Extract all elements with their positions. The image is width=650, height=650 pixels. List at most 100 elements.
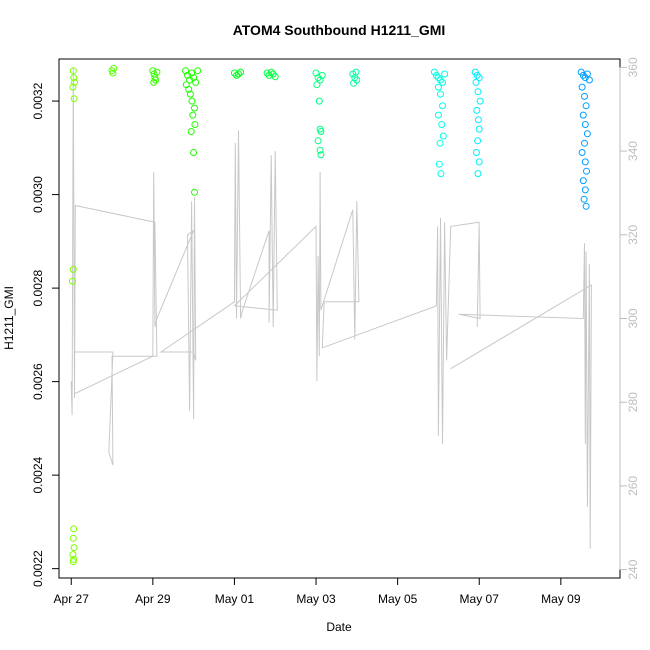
- data-point: [152, 76, 160, 84]
- data-point: [187, 128, 195, 135]
- data-point: [583, 70, 591, 78]
- data-point: [474, 170, 482, 178]
- x-tick-label: Apr 29: [135, 592, 171, 606]
- data-point: [69, 67, 77, 75]
- data-point: [70, 525, 78, 533]
- x-tick-label: May 09: [541, 592, 581, 606]
- data-point: [69, 558, 77, 566]
- y2-tick-label: 300: [626, 308, 640, 328]
- data-point: [188, 69, 196, 77]
- data-point: [581, 121, 589, 128]
- data-point: [314, 137, 322, 145]
- data-point: [583, 167, 590, 175]
- data-point: [578, 83, 586, 91]
- data-point: [432, 71, 440, 79]
- data-point: [317, 128, 325, 135]
- data-point: [190, 149, 198, 156]
- data-point: [437, 90, 444, 98]
- data-point: [439, 102, 446, 110]
- data-point: [352, 68, 360, 76]
- data-point: [191, 121, 199, 128]
- data-point: [271, 73, 279, 81]
- data-point: [69, 534, 77, 542]
- data-point: [579, 177, 587, 185]
- y2-tick-label: 280: [626, 392, 640, 412]
- y-tick-label: 0.0024: [31, 456, 45, 493]
- data-point: [267, 68, 275, 76]
- data-point: [189, 111, 197, 119]
- x-tick-label: May 05: [378, 592, 418, 606]
- x-tick-label: May 03: [296, 592, 336, 606]
- x-tick-label: Apr 27: [54, 592, 90, 606]
- data-point: [191, 188, 198, 196]
- plot-layer: [69, 64, 593, 566]
- data-point: [441, 70, 449, 78]
- data-point: [435, 160, 443, 168]
- data-point: [186, 90, 194, 98]
- data-point: [475, 158, 483, 166]
- data-point: [318, 71, 326, 79]
- data-point: [188, 97, 196, 105]
- data-point: [585, 76, 593, 84]
- data-point: [235, 70, 242, 78]
- data-point: [316, 146, 324, 154]
- data-point: [578, 149, 586, 156]
- data-point: [581, 186, 589, 194]
- data-point: [71, 78, 78, 86]
- data-point: [581, 139, 588, 147]
- y2-tick-label: 260: [626, 476, 640, 496]
- data-point: [186, 76, 194, 84]
- y-tick-label: 0.0028: [31, 269, 45, 306]
- data-point: [182, 67, 189, 75]
- data-point: [315, 97, 323, 105]
- data-point: [436, 139, 444, 147]
- data-point: [472, 149, 480, 156]
- x-tick-label: May 07: [460, 592, 500, 606]
- data-point: [581, 92, 588, 100]
- y2-tick-label: 340: [626, 141, 640, 161]
- data-point: [580, 195, 588, 203]
- data-point: [434, 111, 442, 119]
- data-point: [109, 69, 117, 77]
- y-tick-label: 0.0032: [31, 82, 45, 119]
- axes-layer: Apr 27 Apr 29 May 01 May 03 May 05 May 07 May …: [31, 57, 640, 606]
- data-point: [474, 116, 482, 124]
- data-point: [237, 68, 245, 76]
- data-point: [582, 202, 590, 210]
- x-axis-label: Date: [326, 620, 352, 634]
- data-point: [110, 64, 118, 72]
- y-tick-label: 0.0022: [31, 550, 45, 587]
- data-point: [579, 111, 587, 119]
- data-point: [475, 125, 483, 133]
- data-point: [579, 71, 587, 79]
- data-point: [314, 74, 322, 82]
- data-point: [153, 68, 161, 76]
- data-point: [194, 67, 202, 75]
- y-axis-label: H1211_GMI: [2, 286, 16, 350]
- y2-tick-label: 240: [626, 559, 640, 579]
- data-point: [472, 78, 480, 86]
- y2-tick-label: 360: [626, 57, 640, 77]
- data-point: [474, 137, 482, 145]
- data-point: [434, 83, 442, 91]
- data-point: [69, 265, 77, 273]
- chart-title: ATOM4 Southbound H1211_GMI: [233, 22, 446, 38]
- data-point: [581, 158, 589, 166]
- data-point: [473, 106, 481, 114]
- data-point: [583, 130, 591, 138]
- y-tick-label: 0.0030: [31, 176, 45, 213]
- heading-line: [70, 67, 592, 549]
- data-point: [475, 74, 483, 82]
- data-point: [70, 544, 78, 552]
- y2-tick-label: 320: [626, 224, 640, 244]
- data-point: [473, 71, 481, 79]
- data-point: [439, 132, 447, 140]
- data-point: [474, 88, 482, 96]
- data-point: [69, 551, 77, 559]
- data-point: [149, 67, 157, 75]
- data-point: [192, 78, 200, 86]
- data-point: [70, 74, 78, 82]
- data-point: [185, 85, 193, 93]
- y-tick-label: 0.0026: [31, 363, 45, 400]
